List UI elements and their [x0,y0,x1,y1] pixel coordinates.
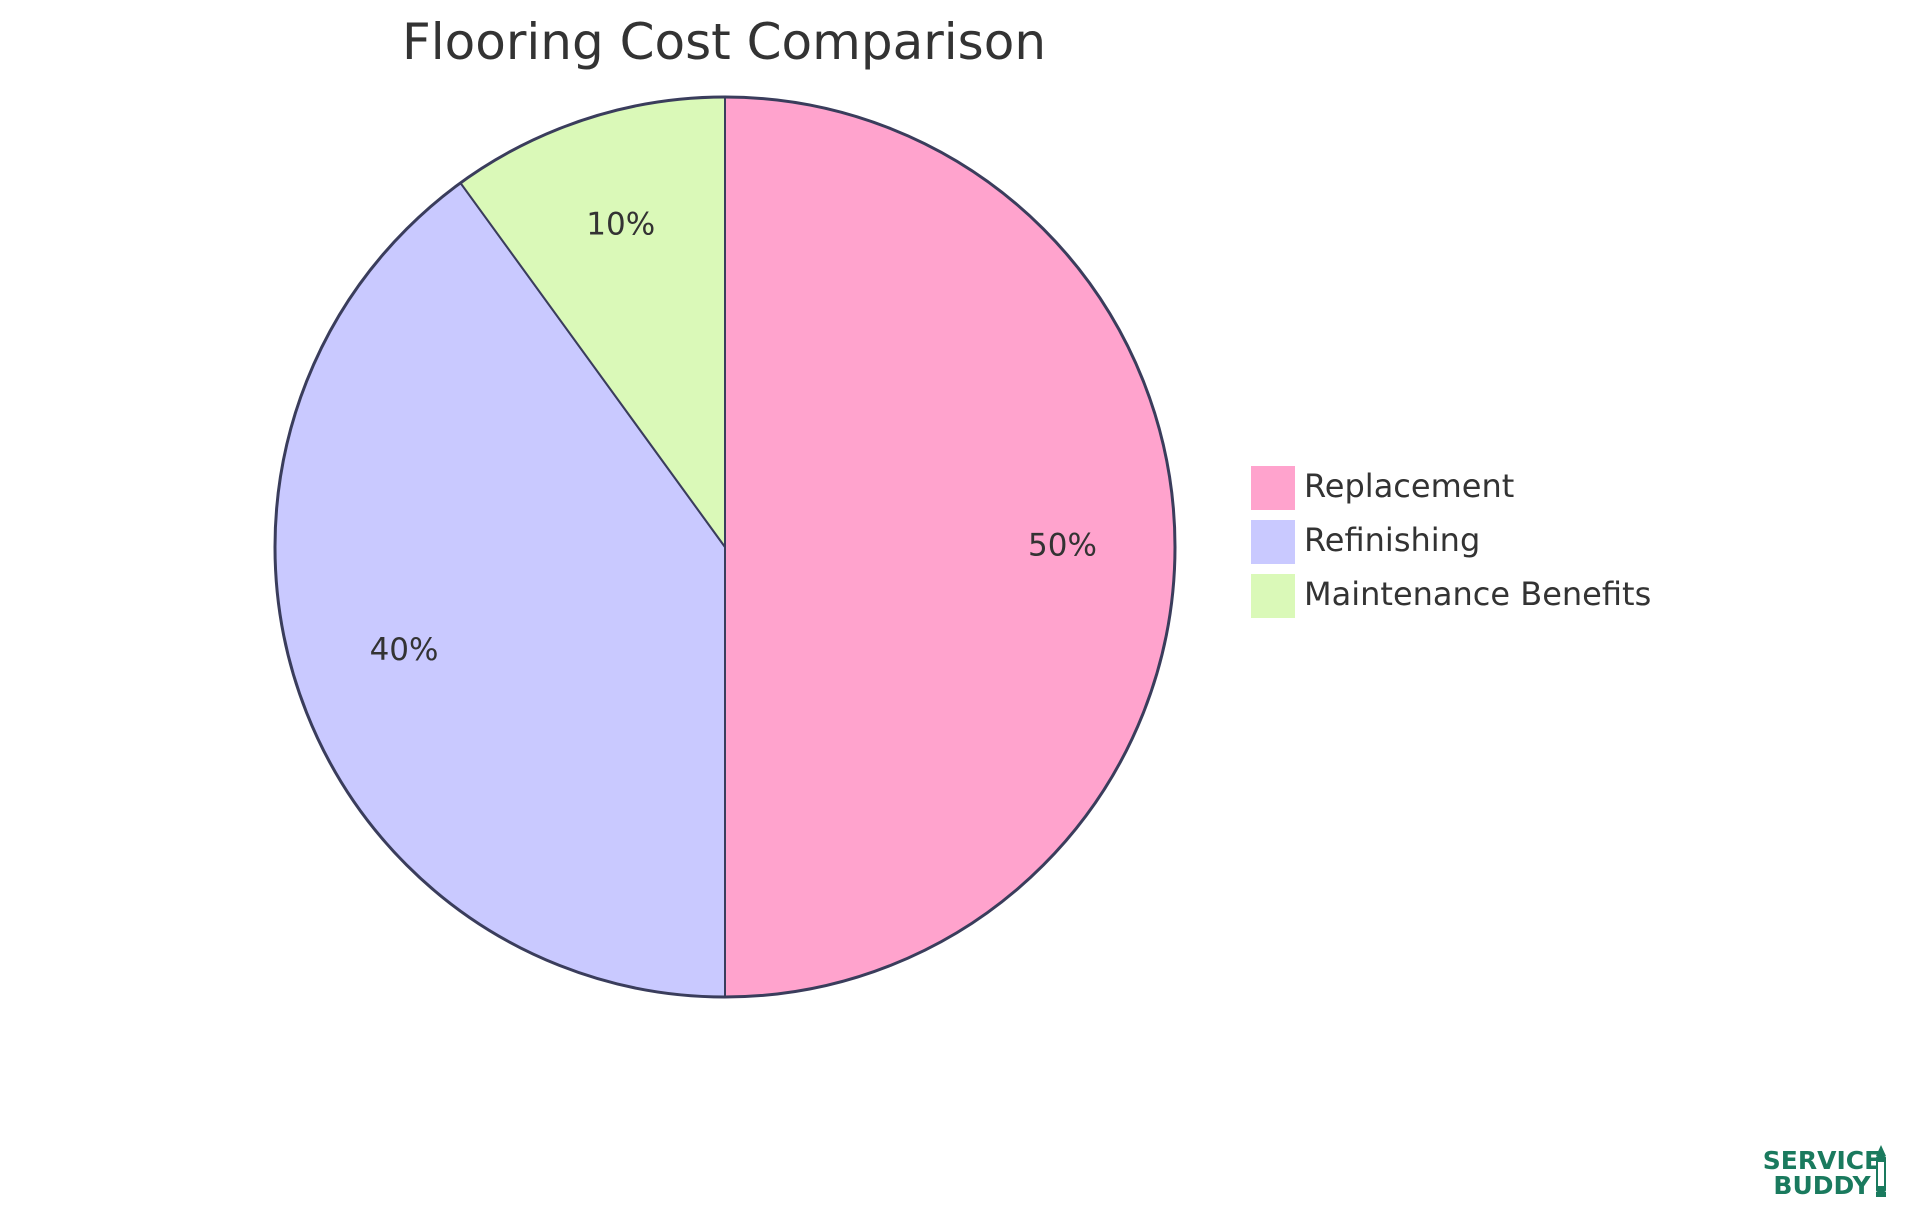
pie-slice-labels: 50% 40% 10% [370,207,1097,668]
pie-outline [273,95,1177,999]
chart-title: Flooring Cost Comparison [402,13,1046,71]
legend-label-replacement: Replacement [1304,467,1514,505]
slice-label-refinishing: 40% [370,632,439,668]
slice-label-maintenance-benefits: 10% [586,207,655,243]
legend-swatch-refinishing [1251,520,1295,564]
legend-swatch-replacement [1251,466,1295,510]
pie-slice-replacement [724,95,1176,999]
legend-label-maintenance-benefits: Maintenance Benefits [1304,575,1651,613]
service-buddy-logo: SERVICE BUDDY [1763,1145,1886,1200]
legend-label-refinishing: Refinishing [1304,521,1480,559]
logo-line-2: BUDDY [1773,1171,1871,1200]
legend: Replacement Refinishing Maintenance Benefi… [1251,466,1651,618]
pie-slices [273,95,1177,999]
pencil-icon [1876,1145,1886,1197]
legend-swatch-maintenance-benefits [1251,574,1295,618]
logo-line-1: SERVICE [1763,1146,1881,1175]
slice-label-replacement: 50% [1028,528,1097,564]
